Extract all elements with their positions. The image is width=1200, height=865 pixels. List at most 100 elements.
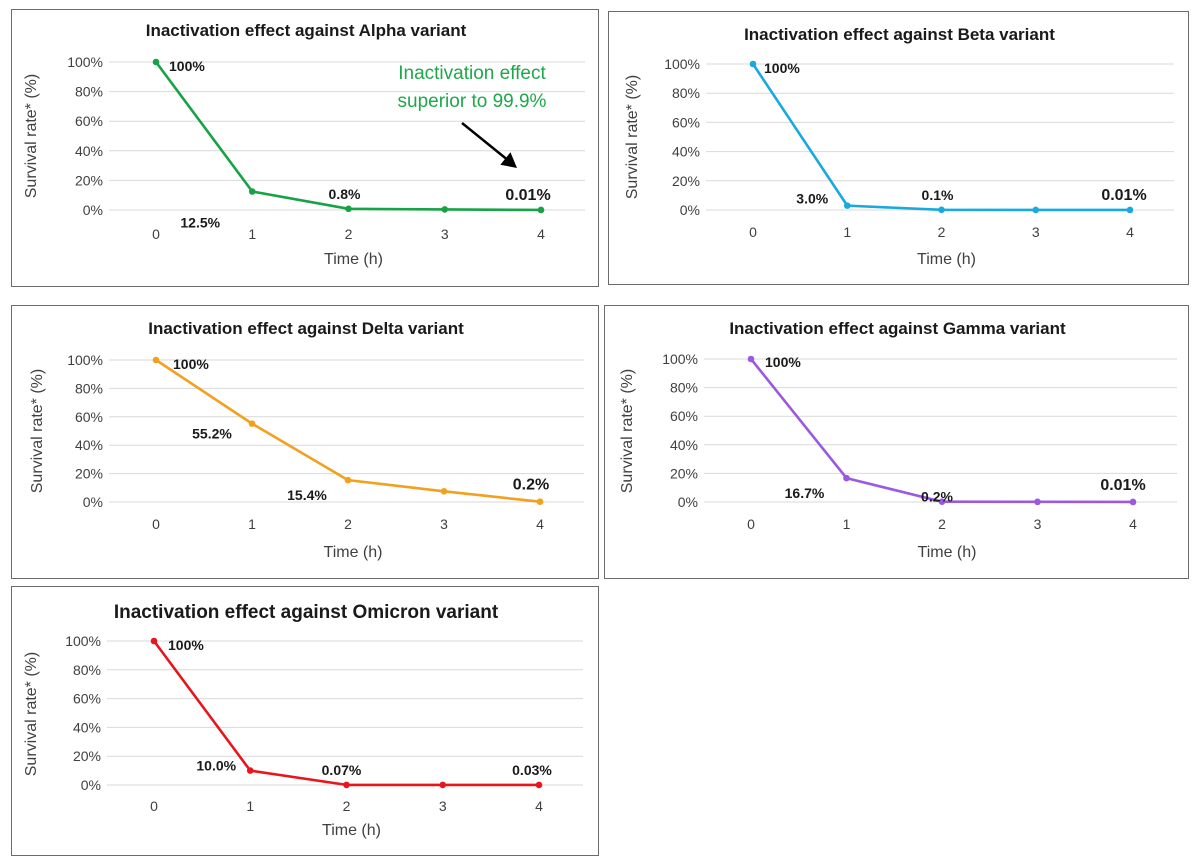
y-tick-label: 0%	[81, 777, 101, 793]
y-tick-label: 20%	[75, 466, 103, 482]
y-axis-label: Survival rate* (%)	[23, 74, 40, 198]
data-label: 0.07%	[322, 762, 362, 778]
data-point	[749, 60, 757, 68]
y-tick-label: 100%	[664, 56, 700, 72]
data-label: 0.01%	[505, 187, 550, 204]
chart-omicron: 0% 20% 40% 60% 80% 100% 0 1 2 3 4 Inactivation effe…	[23, 602, 583, 839]
data-point	[441, 206, 449, 213]
x-tick-label: 1	[248, 516, 256, 532]
y-axis-label: Survival rate* (%)	[29, 369, 46, 493]
y-tick-label: 60%	[73, 691, 101, 707]
data-label: 0.1%	[922, 187, 954, 203]
annotation-arrow-head	[500, 152, 517, 168]
data-label: 10.0%	[196, 758, 236, 774]
data-point	[343, 781, 350, 789]
y-tick-label: 0%	[678, 494, 698, 510]
data-point	[248, 420, 256, 427]
series-line	[749, 358, 1134, 504]
y-tick-label: 40%	[670, 437, 698, 453]
y-tick-label: 80%	[672, 85, 700, 101]
chart-panel-alpha: 0% 20% 40% 60% 80% 100% 0 1 2 3 4 Inactivation effe…	[11, 9, 599, 287]
y-tick-label: 0%	[680, 202, 700, 218]
x-tick-label: 1	[843, 224, 851, 240]
data-point	[747, 355, 755, 363]
y-tick-label: 60%	[670, 408, 698, 424]
x-axis-label: Time (h)	[918, 544, 977, 561]
data-label: 0.01%	[1100, 477, 1145, 494]
data-label: 100%	[173, 356, 209, 372]
data-point	[344, 476, 352, 484]
data-label: 12.5%	[180, 215, 220, 231]
x-tick-label: 2	[344, 516, 352, 532]
chart-delta: 0% 20% 40% 60% 80% 100% 0 1 2 3 4 Inactivation effe…	[29, 319, 584, 561]
data-label: 16.7%	[785, 485, 825, 501]
x-tick-label: 4	[537, 226, 545, 242]
x-axis-label: Time (h)	[324, 544, 383, 561]
x-tick-label: 1	[248, 226, 256, 242]
x-tick-label: 0	[150, 798, 158, 814]
data-point	[938, 498, 946, 506]
y-tick-label: 100%	[662, 351, 698, 367]
x-axis-label: Time (h)	[322, 822, 381, 839]
y-axis-label: Survival rate* (%)	[624, 75, 641, 199]
data-label: 0.03%	[512, 762, 552, 778]
x-tick-label: 1	[843, 516, 851, 532]
x-tick-label: 0	[749, 224, 757, 240]
data-label: 0.01%	[1101, 187, 1146, 204]
data-label: 55.2%	[192, 426, 232, 442]
y-tick-label: 0%	[83, 202, 103, 218]
y-tick-label: 60%	[672, 114, 700, 130]
data-point	[248, 188, 256, 195]
data-label: 100%	[169, 58, 205, 74]
x-tick-label: 2	[345, 226, 353, 242]
x-tick-label: 4	[1129, 516, 1137, 532]
y-tick-label: 80%	[670, 380, 698, 396]
data-point	[345, 205, 352, 213]
data-point	[440, 488, 448, 495]
gridlines	[109, 359, 584, 503]
data-point	[150, 637, 158, 645]
y-tick-label: 80%	[73, 662, 101, 678]
x-tick-label: 3	[440, 516, 448, 532]
data-point	[843, 202, 851, 209]
chart-title: Inactivation effect against Delta varian…	[148, 319, 464, 338]
chart-title: Inactivation effect against Gamma varian…	[729, 319, 1066, 338]
x-tick-label: 4	[536, 516, 544, 532]
data-label: 0.2%	[513, 477, 549, 494]
chart-title: Inactivation effect against Alpha varian…	[146, 21, 467, 40]
data-point	[152, 58, 160, 66]
data-label: 15.4%	[287, 487, 327, 503]
x-tick-label: 2	[938, 224, 946, 240]
x-tick-label: 2	[938, 516, 946, 532]
x-tick-label: 2	[343, 798, 351, 814]
chart-panel-delta: 0% 20% 40% 60% 80% 100% 0 1 2 3 4 Inactivation effe…	[11, 305, 599, 579]
x-tick-label: 0	[152, 516, 160, 532]
data-label: 100%	[168, 637, 204, 653]
data-point	[1126, 206, 1134, 214]
chart-gamma: 0% 20% 40% 60% 80% 100% 0 1 2 3 4 Inactivation effe…	[619, 319, 1177, 561]
data-point	[1129, 498, 1137, 506]
y-tick-label: 100%	[67, 54, 103, 70]
y-tick-label: 80%	[75, 380, 103, 396]
data-point	[1034, 498, 1041, 506]
x-tick-label: 0	[152, 226, 160, 242]
chart-title: Inactivation effect against Omicron vari…	[114, 602, 499, 623]
data-label: 100%	[764, 60, 800, 76]
x-tick-label: 3	[1032, 224, 1040, 240]
x-axis-label: Time (h)	[917, 251, 976, 268]
data-point	[439, 781, 447, 789]
chart-alpha: 0% 20% 40% 60% 80% 100% 0 1 2 3 4 Inactivation effe…	[23, 21, 585, 268]
data-point	[535, 781, 543, 789]
x-tick-label: 3	[1034, 516, 1042, 532]
x-tick-label: 1	[246, 798, 254, 814]
y-tick-label: 100%	[65, 633, 101, 649]
y-axis-label: Survival rate* (%)	[619, 369, 636, 493]
x-tick-label: 4	[1126, 224, 1134, 240]
data-label: 100%	[765, 354, 801, 370]
chart-panel-beta: 0% 20% 40% 60% 80% 100% 0 1 2 3 4 Inactivation effe…	[608, 11, 1189, 285]
chart-panel-gamma: 0% 20% 40% 60% 80% 100% 0 1 2 3 4 Inactivation effe…	[604, 305, 1189, 579]
chart-beta: 0% 20% 40% 60% 80% 100% 0 1 2 3 4 Inactivation effe…	[624, 25, 1174, 268]
data-point	[246, 767, 254, 774]
data-point	[536, 498, 544, 506]
data-label: 3.0%	[796, 191, 828, 207]
